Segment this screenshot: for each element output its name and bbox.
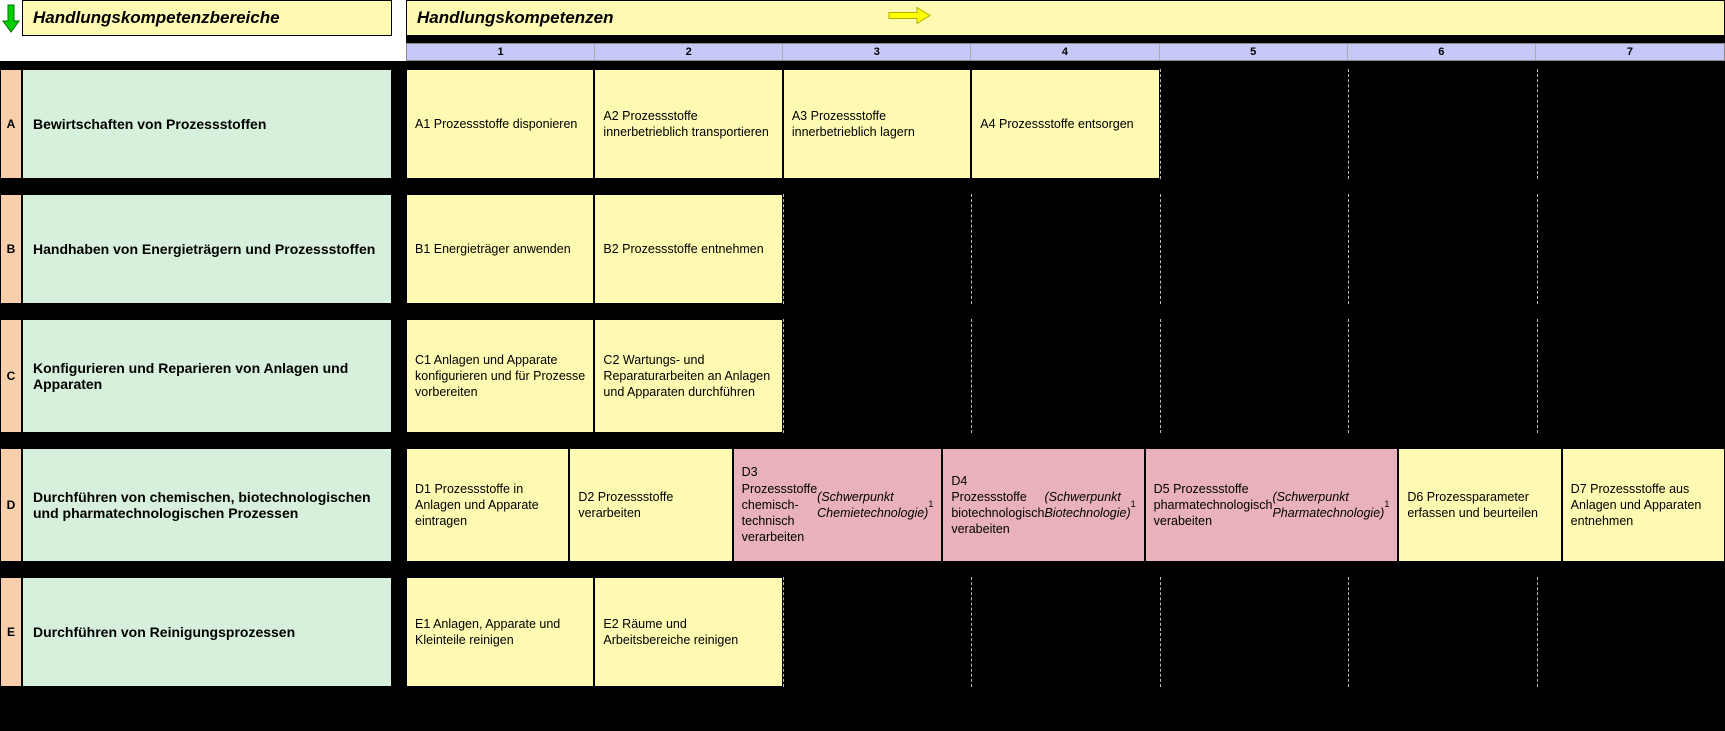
column-number: 2	[595, 44, 783, 60]
competence-cell: A2 Prozessstoffe innerbetrieblich transp…	[594, 69, 782, 179]
competence-cell-empty	[1348, 194, 1536, 304]
competence-cell: D6 Prozessparameter erfassen und beurtei…	[1398, 448, 1561, 562]
competence-cell-empty	[1348, 577, 1536, 687]
row-gap	[392, 69, 406, 179]
column-number: 5	[1160, 44, 1348, 60]
competence-cell: D2 Prozessstoffe verarbeiten	[569, 448, 732, 562]
row-letter: D	[0, 448, 22, 562]
competence-cell-empty	[971, 194, 1159, 304]
header-kompetenzen-label: Handlungskompetenzen	[417, 8, 613, 28]
row-gap	[392, 577, 406, 687]
row-bereich: Handhaben von Energieträgern und Prozess…	[22, 194, 392, 304]
row-spacer	[0, 562, 1725, 577]
competence-cell-empty	[971, 577, 1159, 687]
competence-cell-empty	[1160, 69, 1348, 179]
column-number: 6	[1348, 44, 1536, 60]
competence-cell: E1 Anlagen, Apparate und Kleinteile rein…	[406, 577, 594, 687]
row-letter: E	[0, 577, 22, 687]
competence-cell: A1 Prozessstoffe disponieren	[406, 69, 594, 179]
competence-cell-empty	[1160, 194, 1348, 304]
row-spacer	[0, 61, 1725, 69]
column-number: 7	[1536, 44, 1724, 60]
competence-cell-empty	[1537, 319, 1725, 433]
competence-cell-empty	[971, 319, 1159, 433]
row-spacer	[0, 179, 1725, 194]
column-number: 3	[783, 44, 971, 60]
competence-cell: D5 Prozessstoffe pharmatechnologisch ver…	[1145, 448, 1399, 562]
competence-cell: D3 Prozessstoffe chemisch-technisch vera…	[733, 448, 943, 562]
header-gap	[392, 0, 406, 36]
row-spacer	[0, 304, 1725, 319]
competence-cell: A4 Prozessstoffe entsorgen	[971, 69, 1159, 179]
row-cells: C1 Anlagen und Apparate konfigurieren un…	[406, 319, 1725, 433]
competence-cell-empty	[1348, 319, 1536, 433]
row-cells: D1 Prozessstoffe in Anlagen und Apparate…	[406, 448, 1725, 562]
row-bereich: Bewirtschaften von Prozessstoffen	[22, 69, 392, 179]
competence-cell: D7 Prozessstoffe aus Anlagen und Apparat…	[1562, 448, 1725, 562]
competence-cell: D1 Prozessstoffe in Anlagen und Apparate…	[406, 448, 569, 562]
row-cells: B1 Energieträger anwendenB2 Prozessstoff…	[406, 194, 1725, 304]
competence-cell-empty	[783, 577, 971, 687]
row-bereich: Durchführen von Reinigungsprozessen	[22, 577, 392, 687]
row-spacer	[0, 687, 1725, 702]
competence-cell-empty	[783, 194, 971, 304]
arrow-right-icon	[887, 7, 931, 30]
competence-cell-empty	[783, 319, 971, 433]
header-bereiche: Handlungskompetenzbereiche	[22, 0, 392, 36]
row-gap	[392, 194, 406, 304]
competence-cell-empty	[1348, 69, 1536, 179]
row-letter: C	[0, 319, 22, 433]
row-gap	[392, 448, 406, 562]
column-number: 4	[971, 44, 1159, 60]
competence-cell-empty	[1537, 69, 1725, 179]
column-number-strip: 1234567	[406, 43, 1725, 61]
arrow-down-icon	[0, 0, 22, 36]
competence-cell-empty	[1160, 319, 1348, 433]
row-bereich: Konfigurieren und Reparieren von Anlagen…	[22, 319, 392, 433]
competence-cell-empty	[1537, 194, 1725, 304]
row-cells: E1 Anlagen, Apparate und Kleinteile rein…	[406, 577, 1725, 687]
competence-cell: B1 Energieträger anwenden	[406, 194, 594, 304]
column-number: 1	[407, 44, 595, 60]
competence-cell: D4 Prozessstoffe biotechnologisch verabe…	[942, 448, 1144, 562]
competence-cell: B2 Prozessstoffe entnehmen	[594, 194, 782, 304]
competence-cell: C1 Anlagen und Apparate konfigurieren un…	[406, 319, 594, 433]
header-kompetenzen: Handlungskompetenzen	[406, 0, 1725, 36]
competence-cell: A3 Prozessstoffe innerbetrieblich lagern	[783, 69, 971, 179]
row-letter: A	[0, 69, 22, 179]
competence-matrix: Handlungskompetenzbereiche Handlungskomp…	[0, 0, 1725, 702]
competence-cell: E2 Räume und Arbeitsbereiche reinigen	[594, 577, 782, 687]
competence-cell-empty	[1537, 577, 1725, 687]
row-spacer	[0, 433, 1725, 448]
row-cells: A1 Prozessstoffe disponierenA2 Prozessst…	[406, 69, 1725, 179]
competence-cell: C2 Wartungs- und Reparaturarbeiten an An…	[594, 319, 782, 433]
competence-cell-empty	[1160, 577, 1348, 687]
numstrip-left-pad	[0, 36, 406, 61]
row-gap	[392, 319, 406, 433]
row-letter: B	[0, 194, 22, 304]
row-bereich: Durchführen von chemischen, biotechnolog…	[22, 448, 392, 562]
